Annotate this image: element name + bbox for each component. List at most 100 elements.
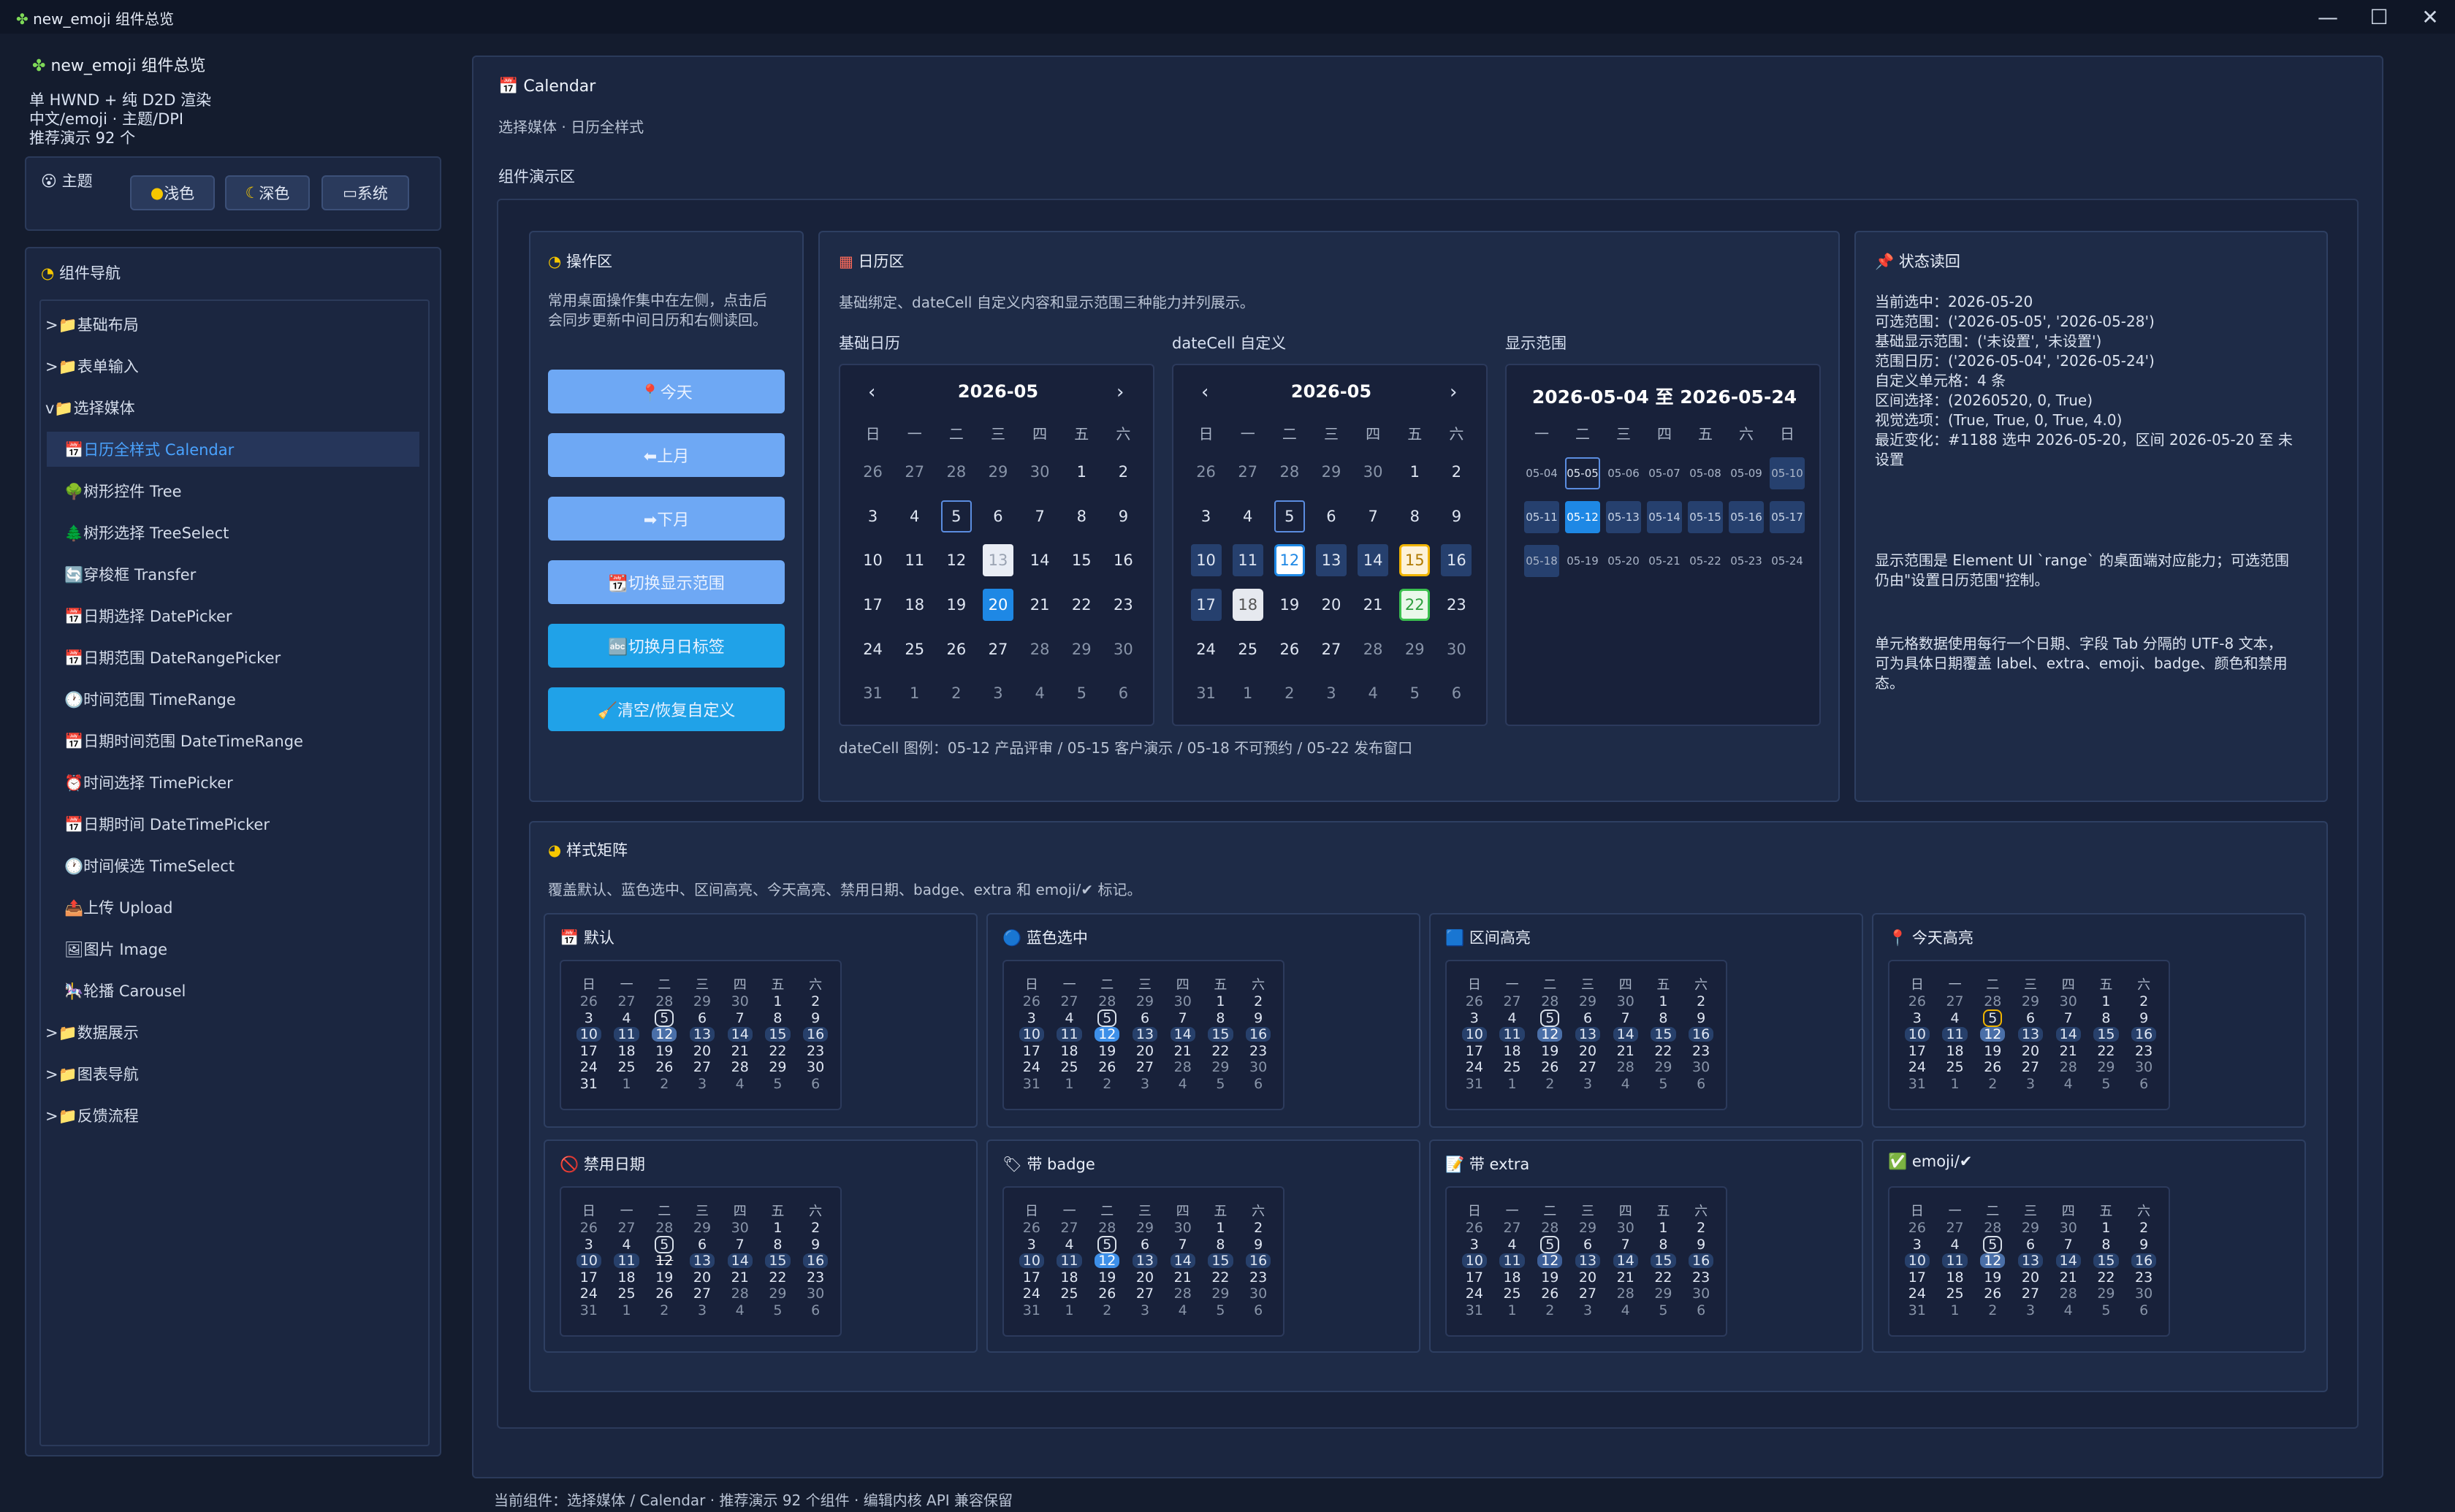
toggle-range-button[interactable]: 📆切换显示范围 [548,560,785,604]
day-cell[interactable]: 7 [1621,1009,1630,1026]
day-cell[interactable]: 29 [2021,993,2040,1010]
day-cell[interactable]: 27 [617,993,636,1010]
day-cell[interactable]: 12 [1973,1026,2011,1043]
day-cell[interactable]: 21 [1363,596,1383,614]
range-day-cell[interactable]: 05-11 [1521,495,1562,539]
day-cell[interactable]: 6 [811,1075,821,1092]
day-cell[interactable]: 19 [1098,1269,1116,1286]
day-cell[interactable]: 3 [1027,1009,1036,1026]
day-cell[interactable]: 6 [1118,684,1129,703]
nav-item-treeselect[interactable]: 🌲树形选择 TreeSelect [64,524,229,542]
day-cell[interactable]: 17 [1908,1269,1926,1286]
day-cell[interactable]: 4 [1035,684,1045,703]
day-cell[interactable]: 17 [1465,1042,1483,1059]
day-cell[interactable]: 26 [579,993,598,1010]
day-cell[interactable]: 5 [1268,495,1310,539]
day-cell[interactable]: 29 [769,1059,787,1076]
day-cell[interactable]: 28 [1098,1220,1116,1237]
today-button[interactable]: 📍今天 [548,370,785,413]
range-day-cell[interactable]: 05-04 [1526,467,1558,480]
day-cell[interactable]: 29 [693,993,712,1010]
day-cell[interactable]: 13 [1310,538,1352,583]
day-cell[interactable]: 2 [1697,993,1706,1010]
day-cell[interactable]: 28 [1029,640,1050,658]
next-month-button[interactable]: ➡下月 [548,497,785,541]
day-cell[interactable]: 1 [910,684,920,703]
day-cell[interactable]: 27 [2021,1286,2040,1302]
day-cell[interactable]: 7 [1178,1236,1187,1253]
prev-month-button[interactable]: ⬅上月 [548,433,785,477]
day-cell[interactable]: 9 [811,1009,821,1026]
day-cell[interactable]: 1 [1216,1220,1225,1237]
day-cell[interactable]: 8 [1409,507,1420,525]
day-cell[interactable]: 30 [1114,640,1133,658]
nav-group-data-display[interactable]: >📁数据展示 [45,1024,139,1042]
day-cell[interactable]: 5 [1216,1302,1225,1318]
day-cell[interactable]: 6 [811,1302,821,1318]
day-cell[interactable]: 3 [1583,1302,1593,1318]
day-cell[interactable]: 25 [1946,1059,1964,1076]
day-cell[interactable]: 2 [1284,684,1295,703]
day-cell[interactable]: 5 [1216,1075,1225,1092]
day-cell[interactable]: 10 [863,551,883,570]
day-cell[interactable]: 17 [1185,583,1227,627]
day-cell[interactable]: 22 [769,1269,787,1286]
day-cell[interactable]: 6 [2139,1302,2149,1318]
range-day-cell[interactable]: 05-16 [1726,495,1767,539]
day-cell[interactable]: 26 [655,1286,674,1302]
day-cell[interactable]: 24 [579,1286,598,1302]
day-cell[interactable]: 29 [1211,1059,1230,1076]
day-cell[interactable]: 18 [1946,1042,1964,1059]
day-cell[interactable]: 25 [1238,640,1258,658]
range-day-cell[interactable]: 05-05 [1562,451,1603,495]
day-cell[interactable]: 3 [584,1236,593,1253]
day-cell[interactable]: 16 [2125,1253,2163,1269]
nav-item-transfer[interactable]: 🔄穿梭框 Transfer [64,566,197,584]
nav-group-chart-nav[interactable]: >📁图表导航 [45,1066,139,1083]
day-cell[interactable]: 4 [1621,1075,1630,1092]
day-cell[interactable]: 16 [796,1253,834,1269]
day-cell[interactable]: 27 [617,1220,636,1237]
mini-day-grid[interactable]: 26 27 28 29 30 1 2 3 4 5 6 7 8 9 10 11 12 13 14 15 16 17 18 19 2… [1898,1220,2163,1318]
day-cell[interactable]: 27 [1135,1286,1154,1302]
day-cell[interactable]: 3 [697,1302,707,1318]
mini-calendar[interactable]: 日一二三四五六 26 27 28 29 30 1 2 3 4 5 6 7 8 9 10 11 12 13 14 15 16… [1888,960,2170,1110]
day-cell[interactable]: 3 [1469,1236,1479,1253]
nav-item-datepicker[interactable]: 📅日期选择 DatePicker [64,608,232,625]
day-cell[interactable]: 27 [693,1059,712,1076]
day-cell[interactable]: 30 [807,1059,825,1076]
day-cell[interactable]: 27 [1060,1220,1078,1237]
day-cell[interactable]: 21 [1616,1269,1634,1286]
day-cell[interactable]: 29 [1404,640,1425,658]
day-cell[interactable]: 1 [1065,1302,1074,1318]
day-cell[interactable]: 21 [1029,596,1050,614]
day-cell[interactable]: 27 [1503,1220,1521,1237]
day-cell[interactable]: 17 [579,1269,598,1286]
day-cell[interactable]: 31 [1908,1075,1926,1092]
day-cell[interactable]: 7 [1178,1009,1187,1026]
day-cell[interactable]: 1 [2101,993,2111,1010]
day-cell[interactable]: 3 [2025,1302,2036,1318]
day-cell[interactable]: 22 [1211,1269,1230,1286]
day-cell[interactable]: 5 [1973,1009,2011,1027]
day-cell[interactable]: 4 [1065,1009,1074,1026]
day-cell[interactable]: 2 [1103,1302,1112,1318]
day-cell[interactable]: 28 [731,1059,749,1076]
day-cell[interactable]: 26 [863,463,883,481]
range-day-cell[interactable]: 05-17 [1767,495,1808,539]
day-cell[interactable]: 25 [617,1286,636,1302]
day-cell[interactable]: 30 [1616,993,1634,1010]
day-cell[interactable]: 2 [1118,463,1129,481]
day-cell[interactable]: 25 [1503,1286,1521,1302]
theme-light-button[interactable]: ● 浅色 [130,175,215,210]
day-cell[interactable]: 19 [1984,1269,2002,1286]
nav-item-timeselect[interactable]: 🕐时间候选 TimeSelect [64,858,235,875]
day-cell[interactable]: 26 [1984,1059,2002,1076]
day-cell[interactable]: 10 [1013,1026,1051,1043]
day-cell[interactable]: 21 [1616,1042,1634,1059]
day-cell[interactable]: 4 [1950,1009,1960,1026]
day-cell[interactable]: 29 [1654,1286,1672,1302]
day-cell[interactable]: 5 [773,1302,783,1318]
day-cell[interactable]: 2 [811,993,821,1010]
day-cell[interactable]: 6 [1254,1302,1263,1318]
